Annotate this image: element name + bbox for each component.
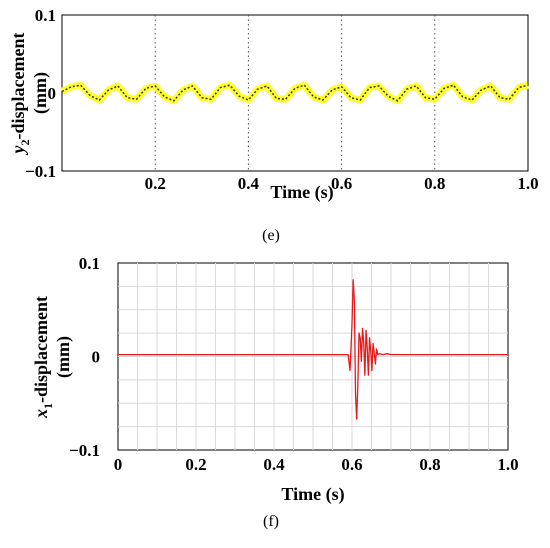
y-tick-label-0: 0.1 xyxy=(79,254,100,273)
y-tick-label-1: 0 xyxy=(92,348,101,367)
y-ticks-e: 0.1 0 −0.1 xyxy=(25,6,56,181)
y-axis-label-e-sub: 2 xyxy=(18,140,32,146)
x-tick-label-4: 0.8 xyxy=(419,455,440,474)
x-tick-label-1: 0.4 xyxy=(238,174,260,193)
grid-f xyxy=(118,263,508,450)
svg-text:x1-displacement: x1-displacement xyxy=(31,296,55,419)
y-axis-label-f-main: x xyxy=(31,409,51,419)
x-tick-label-1: 0.2 xyxy=(185,455,206,474)
x-axis-label-f: Time (s) xyxy=(281,484,344,505)
y-axis-label-e-main: y xyxy=(8,145,28,156)
panel-label-e: (e) xyxy=(262,227,280,244)
series-f xyxy=(118,279,508,420)
y-tick-label-2: −0.1 xyxy=(25,162,56,181)
x-tick-label-5: 1.0 xyxy=(497,455,518,474)
y-axis-label-e: y2-displacement (mm) xyxy=(8,33,51,156)
x-tick-label-3: 0.6 xyxy=(341,455,362,474)
x-axis-label-e: Time (s) xyxy=(270,182,333,203)
x-ticks-e: 0.2 0.4 0.6 0.8 1.0 xyxy=(145,174,539,193)
y-axis-label-e-rest: -displacement xyxy=(8,33,28,140)
x-tick-label-4: 1.0 xyxy=(517,174,538,193)
y-axis-unit-e: (mm) xyxy=(30,72,51,114)
svg-text:y2-displacement: y2-displacement xyxy=(8,33,32,156)
x-ticks-f: 0 0.2 0.4 0.6 0.8 1.0 xyxy=(114,455,519,474)
y-axis-label-f-rest: -displacement xyxy=(31,296,51,403)
y-tick-label-2: −0.1 xyxy=(69,441,100,460)
x-tick-label-3: 0.8 xyxy=(424,174,445,193)
panel-label-f: (f) xyxy=(263,513,279,530)
y-tick-label-0: 0.1 xyxy=(35,6,56,25)
y-axis-unit-f: (mm) xyxy=(53,336,74,378)
chart-f: 0 0.2 0.4 0.6 0.8 1.0 0.1 0 −0.1 Time (s) x1-di… xyxy=(31,254,519,505)
series-e xyxy=(60,81,529,105)
x-tick-label-2: 0.6 xyxy=(331,174,352,193)
y-ticks-f: 0.1 0 −0.1 xyxy=(69,254,100,460)
x-tick-label-2: 0.4 xyxy=(263,455,285,474)
y-axis-label-f: x1-displacement (mm) xyxy=(31,296,74,419)
series-line-0 xyxy=(118,279,508,420)
grid-e xyxy=(154,15,436,171)
y-tick-label-1: 0 xyxy=(48,84,57,103)
series-line-0 xyxy=(61,84,529,102)
chart-e: 0.2 0.4 0.6 0.8 1.0 0.1 0 −0.1 Time (s) y2-dis… xyxy=(8,6,539,203)
x-tick-label-0: 0 xyxy=(114,455,123,474)
x-tick-label-0: 0.2 xyxy=(145,174,166,193)
y-axis-label-f-sub: 1 xyxy=(41,403,55,409)
